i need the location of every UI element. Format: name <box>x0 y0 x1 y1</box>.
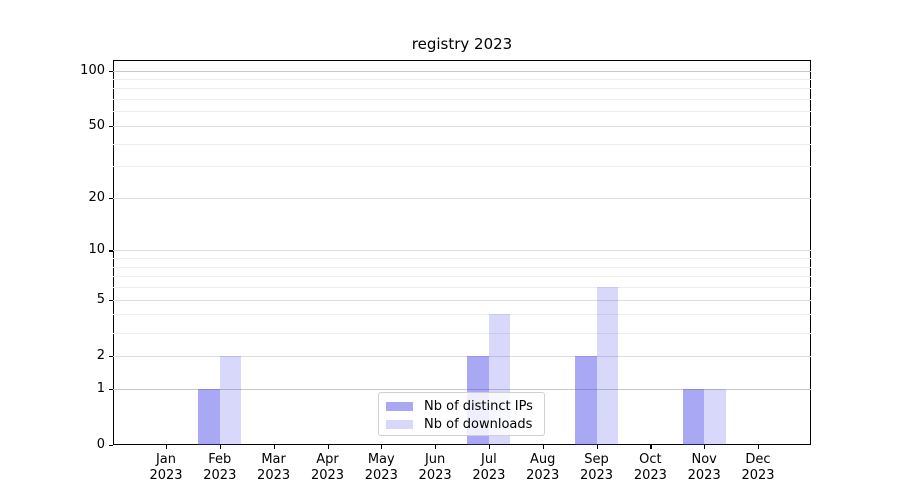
x-tick-label-line: Oct <box>639 452 662 467</box>
plot-area <box>113 60 811 445</box>
legend: Nb of distinct IPs Nb of downloads <box>378 392 545 436</box>
y-tick-mark <box>109 198 113 200</box>
bar-downloads-nov <box>704 388 726 445</box>
minor-gridline <box>113 266 811 268</box>
x-tick-label-line: Dec <box>745 452 771 467</box>
x-tick-mark <box>758 445 760 449</box>
minor-gridline <box>113 287 811 289</box>
x-tick-label-line: 2023 <box>687 468 721 483</box>
legend-item-distinct-ips: Nb of distinct IPs <box>386 398 536 415</box>
x-tick-label-line: Jul <box>481 452 497 467</box>
x-tick-label: Oct 2023 <box>623 452 677 484</box>
x-tick-label-line: Sep <box>584 452 609 467</box>
minor-gridline <box>113 99 811 101</box>
x-tick-label-line: Jun <box>424 452 446 467</box>
major-gridline <box>113 126 811 127</box>
x-tick-label: Feb 2023 <box>193 452 247 484</box>
y-tick-label: 5 <box>96 291 105 307</box>
x-tick-label-line: Jan <box>155 452 177 467</box>
x-tick-label-line: 2023 <box>203 468 237 483</box>
major-gridline <box>113 250 811 252</box>
y-tick-label: 0 <box>96 437 105 452</box>
major-gridline <box>113 70 811 72</box>
minor-gridline <box>113 79 811 80</box>
x-tick-label: Jun 2023 <box>408 452 462 484</box>
y-tick-label: 2 <box>96 347 105 363</box>
y-tick-mark <box>109 70 113 72</box>
y-tick-mark <box>109 355 113 358</box>
x-tick-label: Apr 2023 <box>301 452 355 484</box>
x-tick-label-line: 2023 <box>579 468 614 483</box>
legend-label-distinct-ips: Nb of distinct IPs <box>424 399 533 414</box>
x-tick-label: Jul 2023 <box>462 452 516 484</box>
y-tick-mark <box>109 250 113 252</box>
x-tick-label-line: 2023 <box>257 468 291 483</box>
x-tick-label: Mar 2023 <box>247 452 301 484</box>
legend-swatch-downloads <box>386 420 413 429</box>
x-tick-label: Sep 2023 <box>570 452 624 484</box>
x-tick-label-line: 2023 <box>472 468 506 483</box>
minor-gridline <box>113 276 811 278</box>
x-tick-label-line: Aug <box>529 452 556 467</box>
minor-gridline <box>113 166 811 168</box>
y-tick-label: 20 <box>88 190 105 205</box>
x-tick-mark <box>650 445 652 449</box>
x-tick-mark <box>435 445 437 449</box>
x-tick-label-line: 2023 <box>149 468 183 483</box>
x-tick-mark <box>166 445 168 449</box>
x-tick-mark <box>327 445 329 449</box>
minor-gridline <box>113 111 811 113</box>
x-tick-mark <box>704 445 706 449</box>
x-tick-label: Jan 2023 <box>139 452 193 484</box>
x-tick-label-line: 2023 <box>633 468 667 483</box>
bar-distinct-ips-sep <box>575 355 597 445</box>
major-gridline <box>113 355 811 357</box>
y-tick-mark <box>109 126 113 128</box>
minor-gridline <box>113 88 811 90</box>
major-gridline <box>113 198 811 199</box>
x-tick-mark <box>488 445 491 449</box>
x-tick-mark <box>273 445 275 449</box>
minor-gridline <box>113 143 811 145</box>
y-tick-label: 50 <box>88 118 105 133</box>
x-tick-mark <box>542 445 544 449</box>
legend-label-downloads: Nb of downloads <box>424 417 533 432</box>
major-gridline <box>113 299 811 301</box>
x-tick-label-line: Nov <box>691 452 717 467</box>
y-tick-label: 100 <box>80 62 105 78</box>
x-tick-label-line: May <box>367 452 395 467</box>
x-tick-label-line: Feb <box>208 452 232 467</box>
bar-distinct-ips-feb <box>198 388 220 445</box>
x-tick-label-line: 2023 <box>310 468 345 483</box>
x-tick-mark <box>381 445 383 449</box>
x-tick-label: Dec 2023 <box>731 452 785 484</box>
x-tick-label-line: 2023 <box>364 468 398 483</box>
y-tick-mark <box>109 299 113 301</box>
legend-swatch-distinct-ips <box>386 402 413 411</box>
minor-gridline <box>113 258 811 260</box>
chart-title: registry 2023 <box>411 35 513 53</box>
bar-downloads-feb <box>219 355 242 445</box>
x-tick-label-line: 2023 <box>526 468 560 483</box>
x-tick-mark <box>219 445 221 449</box>
y-tick-label: 10 <box>88 242 105 258</box>
x-tick-label-line: 2023 <box>741 468 775 483</box>
legend-item-downloads: Nb of downloads <box>386 416 536 433</box>
minor-gridline <box>113 332 811 334</box>
x-tick-mark <box>596 445 598 449</box>
y-tick-mark <box>109 388 113 390</box>
x-tick-label: May 2023 <box>354 452 408 484</box>
x-tick-label-line: Apr <box>316 452 339 467</box>
x-tick-label-line: 2023 <box>418 468 452 483</box>
major-gridline <box>113 388 811 390</box>
bar-distinct-ips-nov <box>682 388 705 445</box>
bar-downloads-sep <box>596 287 618 445</box>
y-tick-mark <box>109 445 113 447</box>
x-tick-label: Nov 2023 <box>677 452 731 484</box>
minor-gridline <box>113 314 811 316</box>
x-tick-label: Aug 2023 <box>516 452 570 484</box>
x-tick-label-line: Mar <box>261 452 286 467</box>
y-tick-label: 1 <box>96 380 105 396</box>
